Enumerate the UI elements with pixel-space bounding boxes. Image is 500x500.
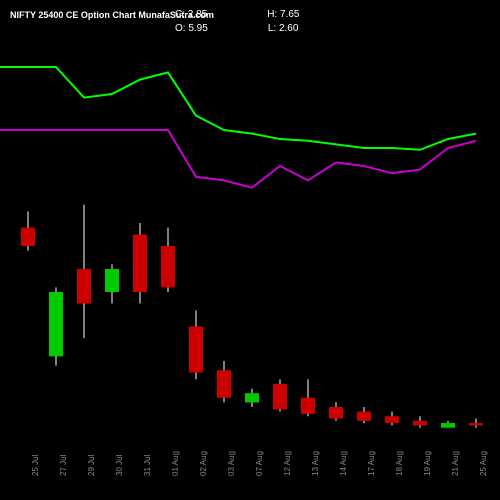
candle-body (385, 416, 399, 423)
indicator-line-1 (28, 67, 476, 150)
x-axis-label: 21 Aug (451, 451, 460, 476)
x-axis-label: 19 Aug (423, 451, 432, 476)
x-axis-label: 12 Aug (283, 451, 292, 476)
candle-body (245, 393, 259, 402)
x-axis-label: 03 Aug (227, 451, 236, 476)
candle-body (21, 228, 35, 246)
x-axis-label: 25 Jul (31, 455, 40, 476)
candle-body (77, 269, 91, 304)
x-axis-label: 01 Aug (171, 451, 180, 476)
x-axis-label: 30 Jul (115, 455, 124, 476)
candle-body (161, 246, 175, 287)
price-chart (0, 0, 500, 500)
x-axis-label: 18 Aug (395, 451, 404, 476)
candle-body (49, 292, 63, 356)
candle-body (217, 370, 231, 398)
x-axis-label: 27 Jul (59, 455, 68, 476)
candle-body (329, 407, 343, 419)
candle-body (441, 423, 455, 428)
x-axis-label: 02 Aug (199, 451, 208, 476)
x-axis: 25 Jul27 Jul29 Jul30 Jul31 Jul01 Aug02 A… (0, 460, 500, 500)
candle-body (133, 235, 147, 293)
indicator-line-2 (28, 130, 476, 188)
candle-body (413, 421, 427, 426)
candle-body (189, 327, 203, 373)
x-axis-label: 29 Jul (87, 455, 96, 476)
x-axis-label: 31 Jul (143, 455, 152, 476)
x-axis-label: 13 Aug (311, 451, 320, 476)
candle-body (469, 423, 483, 425)
candle-body (105, 269, 119, 292)
candle-body (273, 384, 287, 409)
x-axis-label: 17 Aug (367, 451, 376, 476)
x-axis-label: 07 Aug (255, 451, 264, 476)
x-axis-label: 25 Aug (479, 451, 488, 476)
candle-body (301, 398, 315, 414)
x-axis-label: 14 Aug (339, 451, 348, 476)
candle-body (357, 412, 371, 421)
